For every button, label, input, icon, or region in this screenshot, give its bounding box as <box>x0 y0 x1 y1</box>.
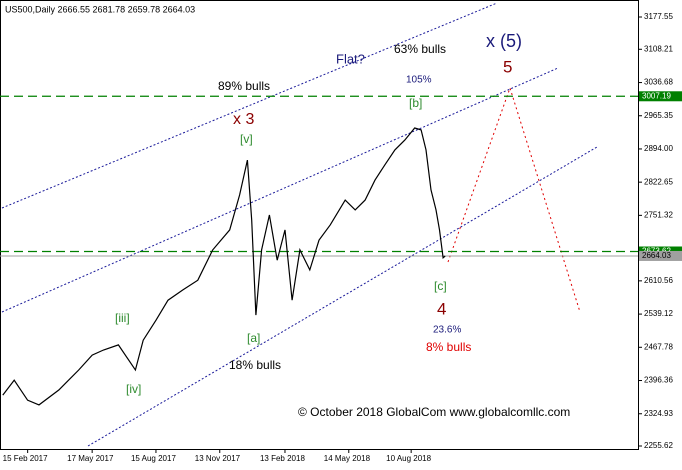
annotation: [b] <box>409 96 422 110</box>
level-label: 2664.03 <box>642 251 671 260</box>
y-tick-label: 2467.78 <box>644 342 673 351</box>
y-tick-label: 2255.62 <box>644 441 673 450</box>
y-tick-label: 3036.68 <box>644 78 673 87</box>
x-tick-label: 14 May 2018 <box>324 454 371 463</box>
level-label-box <box>639 91 682 102</box>
annotation: [c] <box>434 279 447 293</box>
header: US500,Daily 2666.55 2681.78 2659.78 2664… <box>5 4 195 14</box>
x-tick-label: 17 May 2017 <box>67 454 114 463</box>
y-tick-label: 2965.35 <box>644 111 673 120</box>
annotation: 89% bulls <box>218 79 270 93</box>
annotation: 63% bulls <box>394 42 446 56</box>
x-tick-label: 13 Feb 2018 <box>260 454 305 463</box>
y-tick-label: 3108.21 <box>644 44 673 53</box>
annotation: [iv] <box>126 382 141 396</box>
x-tick-label: 15 Aug 2017 <box>131 454 176 463</box>
x-tick-label: 15 Feb 2017 <box>3 454 48 463</box>
y-tick-label: 2822.65 <box>644 177 673 186</box>
level-label-box <box>639 250 682 261</box>
level-label: 3007.19 <box>642 91 671 100</box>
annotation: [iii] <box>115 311 130 325</box>
y-tick-label: 2751.32 <box>644 210 673 219</box>
watermark: © October 2018 GlobalCom www.globalcomll… <box>298 405 570 419</box>
annotation: Flat? <box>336 51 365 66</box>
y-tick-label: 2539.12 <box>644 309 673 318</box>
annotation: 5 <box>503 57 512 76</box>
annotation: [v] <box>240 132 253 146</box>
annotation: 105% <box>406 75 432 86</box>
annotation: x (5) <box>486 31 522 51</box>
price-line <box>2 127 446 406</box>
y-tick-label: 3177.55 <box>644 12 673 21</box>
projection <box>447 86 581 313</box>
annotation: 8% bulls <box>426 340 471 354</box>
channel-lines <box>1 2 598 447</box>
y-tick-label: 2396.36 <box>644 376 673 385</box>
y-tick-label: 2610.56 <box>644 276 673 285</box>
annotation: x 3 <box>233 111 254 128</box>
y-tick-label: 2324.93 <box>644 409 673 418</box>
x-tick-label: 13 Nov 2017 <box>195 454 241 463</box>
annotation: 18% bulls <box>229 358 281 372</box>
annotation: 23.6% <box>433 325 461 336</box>
x-tick-label: 10 Aug 2018 <box>386 454 431 463</box>
annotation: 4 <box>437 299 446 318</box>
y-tick-label: 2894.00 <box>644 144 673 153</box>
annotation: [a] <box>247 331 260 345</box>
plot-frame <box>0 0 639 450</box>
